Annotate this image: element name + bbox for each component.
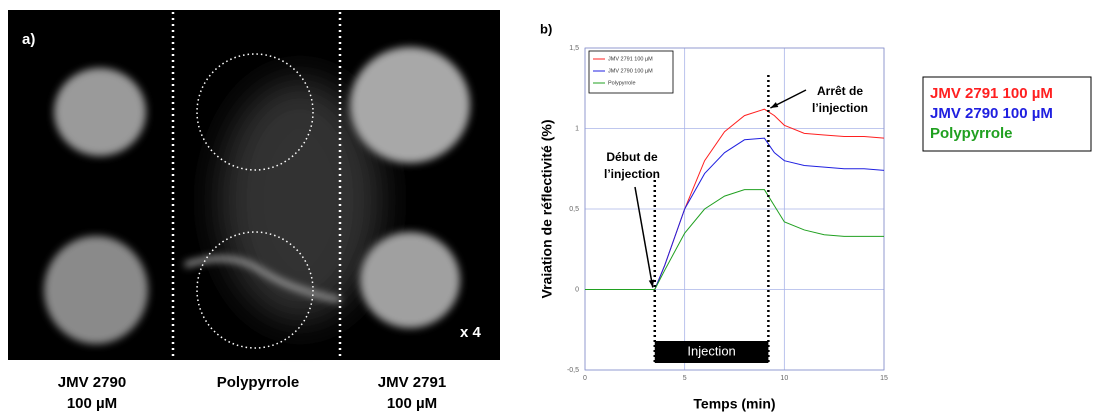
y-tick-label: 1: [575, 125, 579, 132]
image-label: 100 µM: [387, 395, 437, 412]
x-tick-label: 10: [780, 375, 788, 382]
legend-label: JMV 2791 100 µM: [608, 56, 653, 62]
image-label: 100 µM: [67, 395, 117, 412]
chart: b) 0 5 10 15 -0,5 0 0,5 1 1,5 Temps (min) Vraiation…: [539, 21, 888, 412]
panel-label: a): [22, 31, 35, 48]
y-tick-label: 0,5: [569, 206, 579, 213]
arrow-head: [648, 279, 655, 288]
x-tick-label: 15: [880, 375, 888, 382]
magnification: x 4: [460, 324, 482, 341]
injection-bar: [654, 341, 769, 363]
legend-label: JMV 2790 100 µM: [930, 105, 1053, 122]
image-label: Polypyrrole: [217, 374, 300, 391]
y-axis-label: Vraiation de réflectivité (%): [539, 120, 555, 299]
y-tick-label: 0: [575, 286, 579, 293]
injection-label: Injection: [687, 343, 735, 358]
panel-label: b): [540, 21, 552, 36]
arrow-head: [770, 102, 779, 108]
annotation: l’injection: [812, 101, 868, 115]
image-labels: JMV 2790 100 µM Polypyrrole JMV 2791 100 µM: [58, 374, 446, 412]
arrow: [634, 186, 654, 288]
x-tick-label: 0: [583, 375, 587, 382]
y-tick-label: 1,5: [569, 45, 579, 52]
plot-frame: [584, 47, 885, 371]
y-tick-label: -0,5: [567, 367, 579, 374]
image-label: JMV 2790: [58, 374, 126, 391]
image-label: JMV 2791: [378, 374, 446, 391]
legend-label: JMV 2790 100 µM: [608, 68, 653, 74]
series-line: [585, 189, 884, 290]
legend-label: Polypyrrole: [608, 80, 636, 86]
annotation: Début de: [606, 150, 658, 164]
chart-legend-box: [922, 76, 1092, 152]
annotation: l’injection: [604, 167, 660, 181]
series-line: [585, 108, 885, 290]
annotation: Arrêt de: [817, 84, 863, 98]
x-axis-label: Temps (min): [693, 396, 775, 412]
legend-label: Polypyrrole: [930, 125, 1013, 142]
legend-frame: [588, 50, 674, 94]
x-tick-label: 5: [683, 375, 687, 382]
microscopy-image: a) x 4: [8, 10, 500, 360]
legend-label: JMV 2791 100 µM: [930, 85, 1053, 102]
